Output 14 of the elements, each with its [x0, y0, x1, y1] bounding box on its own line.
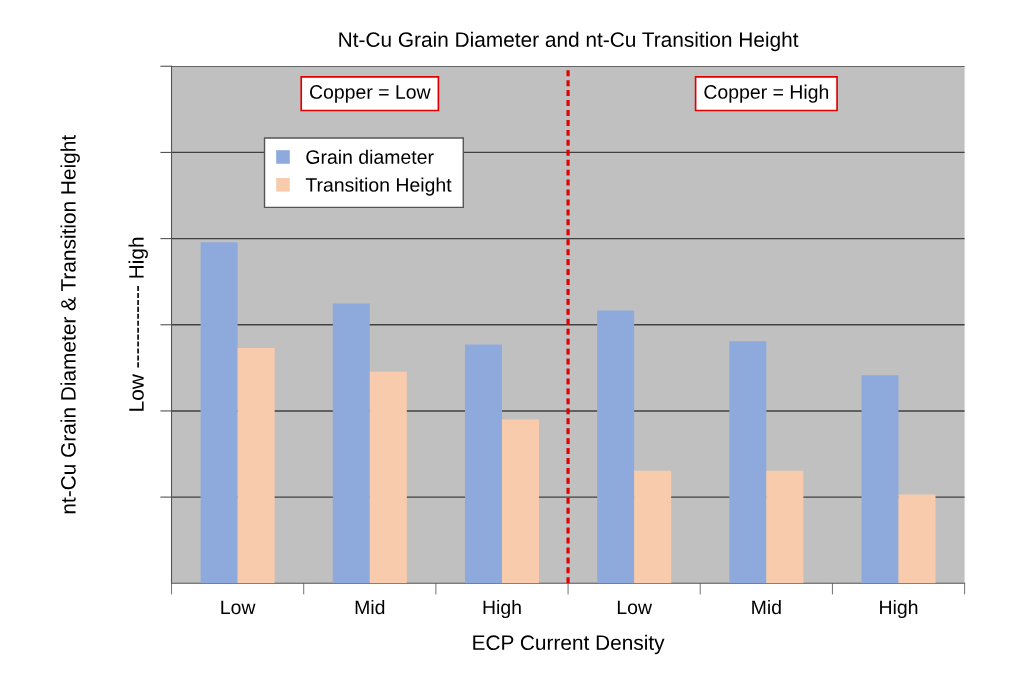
- legend-label: Transition Height: [305, 177, 452, 196]
- y-axis-title: nt-Cu Grain Diameter & Transition Height: [60, 135, 80, 514]
- text: Copper = High: [704, 84, 829, 103]
- text: Low ------------ High: [128, 237, 148, 411]
- text: Copper = Low: [309, 85, 431, 103]
- x-tick-label: Low: [221, 600, 256, 615]
- x-tick-label: Mid: [355, 599, 385, 615]
- x-tick-label: High: [483, 599, 521, 619]
- chart-title: Nt-Cu Grain Diameter and nt-Cu Transition Height: [339, 31, 799, 52]
- x-tick-label: Mid: [752, 599, 781, 615]
- x-tick-label: Low: [617, 600, 653, 615]
- x-axis-title: ECP Current Density: [473, 634, 665, 655]
- legend-label: Grain diameter: [306, 149, 434, 164]
- x-tick-label: High: [880, 599, 918, 619]
